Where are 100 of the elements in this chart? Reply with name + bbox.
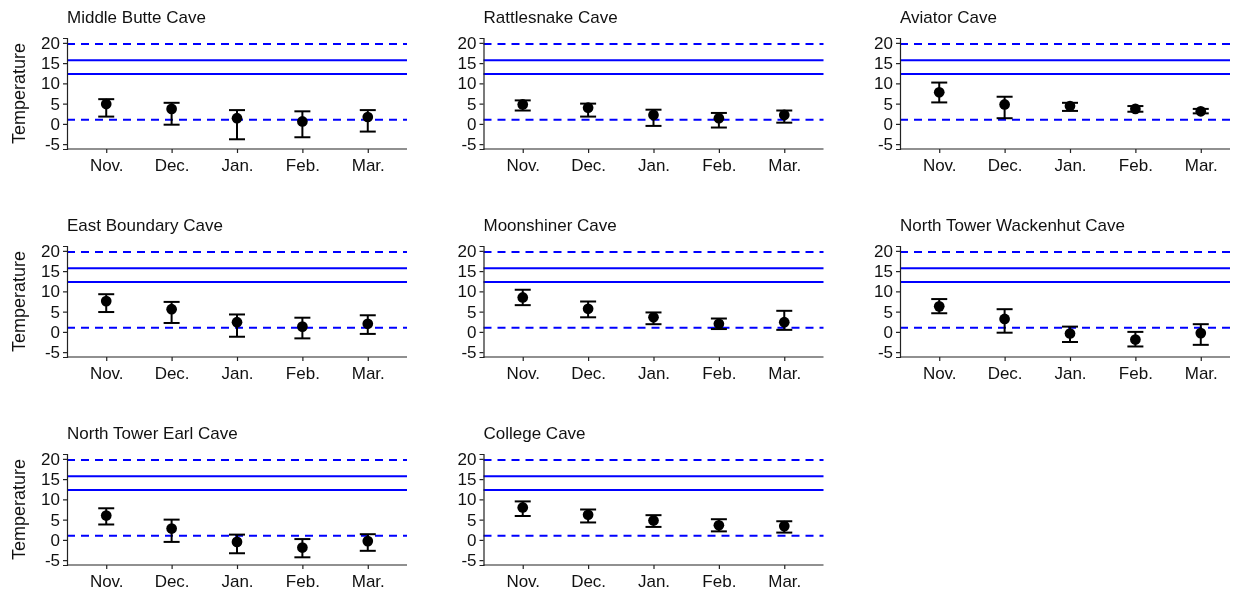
x-tick-label: Mar. (351, 364, 385, 384)
x-tick-label: Dec. (154, 364, 190, 384)
y-tick-label: -5 (877, 343, 893, 363)
y-tick-label: 20 (457, 33, 477, 53)
y-tick-label: 0 (50, 530, 60, 550)
point (778, 109, 790, 121)
chart-title: East Boundary Cave (67, 216, 223, 235)
x-tick-label: Feb. (702, 364, 737, 384)
y-axis-title: Temperature (9, 458, 29, 561)
y-tick-label: 5 (467, 510, 477, 530)
y-tick-label: -5 (461, 551, 477, 571)
y-axis-title: Temperature (9, 250, 29, 353)
y-tick-label: 0 (50, 114, 60, 134)
y-tick-label: 15 (41, 262, 60, 282)
x-tick-label: Jan. (221, 572, 254, 592)
x-tick-label: Nov. (506, 364, 541, 384)
chart-title: Moonshiner Cave (483, 216, 617, 235)
x-tick-label: Mar. (1184, 156, 1218, 176)
x-tick-label: Nov. (922, 364, 957, 384)
point (362, 535, 374, 547)
y-tick-label: 20 (457, 449, 477, 469)
x-tick-label: Mar. (351, 156, 385, 176)
y-tick-label: 20 (41, 33, 60, 53)
point (100, 510, 112, 521)
x-tick-label: Mar. (351, 572, 385, 592)
y-tick-label: 15 (874, 262, 893, 282)
y-tick-label: 10 (457, 74, 477, 94)
x-tick-label: Feb. (285, 364, 320, 384)
point (648, 515, 659, 526)
point (933, 86, 945, 98)
point (1195, 105, 1207, 117)
y-tick-label: 10 (41, 74, 60, 94)
y-tick-label: -5 (44, 343, 60, 363)
chart-title: North Tower Earl Cave (67, 424, 238, 443)
y-tick-label: 5 (50, 94, 60, 114)
point (362, 111, 374, 123)
point (166, 303, 177, 315)
chart-title: Rattlesnake Cave (483, 8, 618, 27)
x-tick-label: Jan. (1054, 364, 1087, 384)
y-tick-label: 0 (50, 322, 60, 342)
point (297, 116, 308, 127)
x-tick-label: Feb. (1118, 156, 1153, 176)
x-tick-label: Mar. (768, 572, 802, 592)
x-tick-label: Dec. (987, 364, 1023, 384)
x-tick-label: Dec. (571, 156, 607, 176)
y-tick-label: 5 (883, 94, 893, 114)
y-tick-label: 20 (41, 449, 60, 469)
y-tick-label: -5 (461, 343, 477, 363)
point (166, 523, 177, 534)
point (231, 536, 243, 548)
point (999, 99, 1010, 110)
point (582, 102, 594, 114)
point (1064, 328, 1076, 339)
x-tick-label: Nov. (89, 364, 124, 384)
y-tick-label: 10 (874, 74, 893, 94)
x-tick-label: Nov. (506, 156, 541, 176)
y-tick-label: 10 (874, 282, 893, 302)
y-tick-label: 0 (883, 114, 893, 134)
x-tick-label: Jan. (221, 364, 254, 384)
chart-title: College Cave (483, 424, 586, 443)
y-axis-title: Temperature (9, 42, 29, 145)
y-tick-label: -5 (877, 135, 893, 155)
x-tick-label: Nov. (506, 572, 541, 592)
x-tick-label: Jan. (637, 572, 671, 592)
x-tick-label: Dec. (154, 572, 190, 592)
y-tick-label: 0 (883, 322, 893, 342)
y-tick-label: 0 (467, 322, 477, 342)
x-tick-label: Mar. (1184, 364, 1218, 384)
y-tick-label: 5 (467, 94, 477, 114)
point (231, 112, 243, 124)
point (166, 103, 177, 115)
point (582, 509, 594, 521)
y-tick-label: 0 (467, 114, 477, 134)
y-tick-label: 10 (41, 282, 60, 302)
x-tick-label: Dec. (571, 364, 607, 384)
x-tick-label: Mar. (768, 364, 802, 384)
point (1195, 327, 1207, 339)
y-tick-label: 5 (467, 302, 477, 322)
y-tick-label: -5 (44, 135, 60, 155)
chart-title: Middle Butte Cave (67, 8, 206, 27)
x-tick-label: Feb. (702, 156, 737, 176)
point (517, 502, 529, 513)
y-tick-label: 15 (41, 470, 60, 490)
y-tick-label: 5 (50, 302, 60, 322)
x-tick-label: Jan. (637, 364, 671, 384)
point (1130, 103, 1141, 115)
x-tick-label: Feb. (702, 572, 737, 592)
y-tick-label: 15 (457, 262, 477, 282)
y-tick-label: 20 (457, 241, 477, 261)
x-tick-label: Jan. (221, 156, 254, 176)
x-tick-label: Feb. (285, 156, 320, 176)
point (648, 109, 659, 121)
y-tick-label: 20 (41, 241, 60, 261)
point (297, 321, 308, 332)
y-tick-label: 20 (874, 33, 893, 53)
chart-title: North Tower Wackenhut Cave (900, 216, 1125, 235)
point (100, 98, 112, 110)
x-tick-label: Mar. (768, 156, 802, 176)
point (362, 318, 374, 330)
point (713, 519, 725, 531)
